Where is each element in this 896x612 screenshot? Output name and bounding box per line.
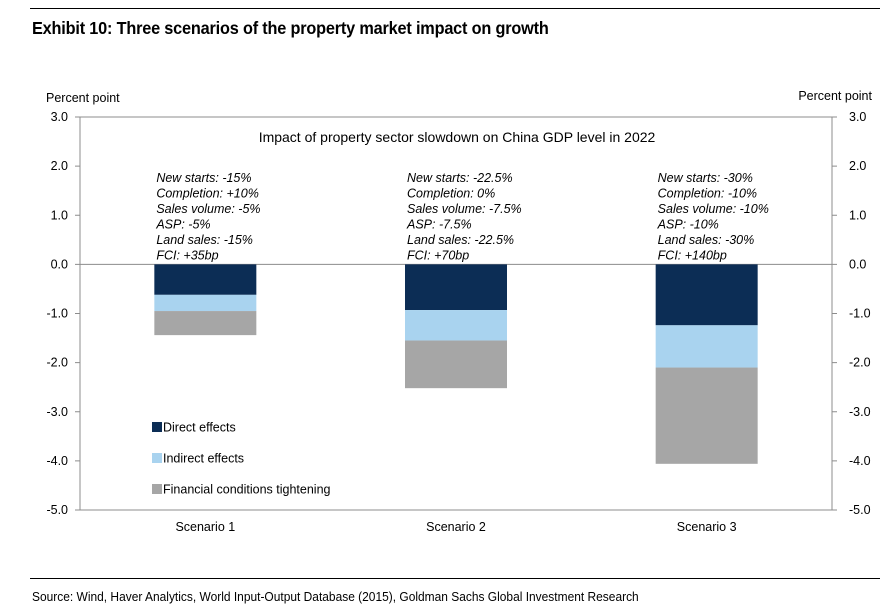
chart-title: Impact of property sector slowdown on Ch… (259, 129, 656, 145)
y-tick-label-left: -5.0 (46, 503, 68, 517)
y-tick-label-left: 3.0 (51, 110, 68, 124)
scenario-assumption: FCI: +35bp (156, 249, 218, 263)
bar-3-scenario-1 (154, 311, 257, 336)
scenario-assumption: Completion: 0% (407, 187, 495, 201)
source-note: Source: Wind, Haver Analytics, World Inp… (32, 589, 639, 604)
scenario-assumption: Sales volume: -5% (156, 202, 260, 216)
scenario-assumption: Land sales: -15% (156, 233, 253, 247)
y-tick-label-left: 1.0 (51, 208, 68, 222)
bar-1-scenario-3 (655, 264, 758, 326)
scenario-assumption: Sales volume: -10% (658, 202, 769, 216)
y-tick-label-right: -1.0 (849, 307, 871, 321)
legend-swatch-3 (152, 484, 162, 494)
scenario-assumption: Completion: -10% (658, 187, 757, 201)
y-tick-label-right: -2.0 (849, 356, 871, 370)
top-rule (30, 8, 880, 9)
scenario-assumption: FCI: +70bp (407, 249, 469, 263)
y-tick-label-left: -4.0 (46, 454, 68, 468)
scenario-assumption: ASP: -7.5% (406, 218, 472, 232)
bar-2-scenario-3 (655, 325, 758, 368)
bar-2-scenario-2 (405, 310, 507, 341)
legend-swatch-2 (152, 453, 162, 463)
y-tick-label-right: 0.0 (849, 257, 866, 271)
bar-3-scenario-2 (405, 340, 507, 389)
y-tick-label-right: -5.0 (849, 503, 871, 517)
y-tick-label-right: -3.0 (849, 405, 871, 419)
legend-swatch-1 (152, 422, 162, 432)
bar-1-scenario-2 (405, 264, 507, 311)
bottom-rule (30, 578, 880, 579)
y-tick-label-right: 1.0 (849, 208, 866, 222)
y-tick-label-left: 2.0 (51, 159, 68, 173)
bars-group (152, 264, 758, 494)
scenario-assumption: Land sales: -30% (658, 233, 755, 247)
y-tick-label-left: -3.0 (46, 405, 68, 419)
legend-label: Indirect effects (163, 452, 244, 466)
scenario-assumption: Completion: +10% (156, 187, 258, 201)
y-axis-label-right: Percent point (798, 89, 872, 103)
y-tick-label-right: 2.0 (849, 159, 866, 173)
legend-label: Direct effects (163, 421, 236, 435)
y-tick-label-left: -2.0 (46, 356, 68, 370)
y-tick-label-right: 3.0 (849, 110, 866, 124)
bar-1-scenario-1 (154, 264, 257, 295)
x-tick-label: Scenario 1 (175, 520, 235, 534)
scenario-assumption: New starts: -22.5% (407, 171, 513, 185)
y-tick-label-right: -4.0 (849, 454, 871, 468)
y-axis-label-left: Percent point (46, 91, 120, 105)
scenario-assumption: Sales volume: -7.5% (407, 202, 522, 216)
x-tick-label: Scenario 3 (677, 520, 737, 534)
bar-2-scenario-1 (154, 294, 257, 312)
scenario-assumption: Land sales: -22.5% (407, 233, 514, 247)
text-group: 3.0 3.0 2.0 2.0 1.0 1.0 0.0 0.0 -1.0 -1.0 -2.0 -2.0… (46, 89, 873, 534)
scenario-assumption: ASP: -10% (657, 218, 719, 232)
scenario-assumption: ASP: -5% (155, 218, 210, 232)
scenario-assumption: New starts: -30% (658, 171, 753, 185)
bar-3-scenario-3 (655, 367, 758, 464)
scenario-assumption: New starts: -15% (156, 171, 251, 185)
y-tick-label-left: 0.0 (51, 257, 68, 271)
scenario-assumption: FCI: +140bp (658, 249, 727, 263)
y-tick-label-left: -1.0 (46, 307, 68, 321)
x-tick-label: Scenario 2 (426, 520, 486, 534)
legend-label: Financial conditions tightening (163, 483, 331, 497)
exhibit-title: Exhibit 10: Three scenarios of the prope… (32, 18, 549, 38)
